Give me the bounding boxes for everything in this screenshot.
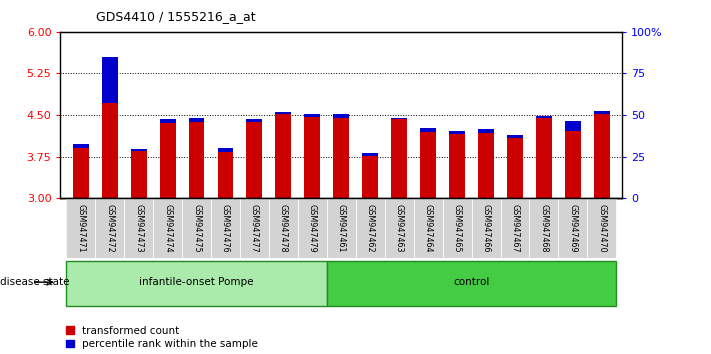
Bar (304, 114, 320, 117)
Text: GSM947462: GSM947462 (365, 204, 375, 253)
Bar (275, 112, 292, 114)
Legend: transformed count, percentile rank within the sample: transformed count, percentile rank withi… (65, 326, 258, 349)
Bar (73, 144, 89, 148)
Text: GSM947463: GSM947463 (395, 204, 404, 253)
Text: GSM947461: GSM947461 (337, 204, 346, 253)
Bar (218, 152, 233, 198)
Bar (131, 149, 146, 151)
Bar (247, 120, 262, 122)
Bar (565, 121, 581, 131)
Text: GSM947468: GSM947468 (540, 204, 548, 253)
Text: GSM947475: GSM947475 (192, 204, 201, 253)
Bar (211, 198, 240, 258)
Bar (356, 198, 385, 258)
Bar (240, 198, 269, 258)
Text: disease state: disease state (0, 277, 70, 287)
Bar (443, 198, 471, 258)
Text: GSM947472: GSM947472 (105, 204, 114, 253)
Text: GSM947471: GSM947471 (76, 204, 85, 253)
Bar (391, 119, 407, 198)
Bar (507, 135, 523, 138)
Bar (182, 198, 211, 258)
Text: GSM947473: GSM947473 (134, 204, 143, 253)
Bar (363, 153, 378, 155)
Bar (587, 198, 616, 258)
Bar (391, 118, 407, 119)
Text: GSM947479: GSM947479 (308, 204, 317, 253)
Bar (73, 148, 89, 198)
Bar (594, 111, 610, 114)
Bar (565, 121, 581, 198)
Bar (333, 118, 349, 198)
Bar (188, 122, 205, 198)
Text: GSM947476: GSM947476 (221, 204, 230, 253)
Bar (333, 114, 349, 118)
Text: GSM947478: GSM947478 (279, 204, 288, 253)
Bar (298, 198, 327, 258)
Text: GSM947465: GSM947465 (453, 204, 461, 253)
Bar (536, 118, 552, 198)
Bar (275, 114, 292, 198)
Bar (124, 198, 153, 258)
Text: GSM947466: GSM947466 (481, 204, 491, 253)
Bar (558, 198, 587, 258)
Text: GDS4410 / 1555216_a_at: GDS4410 / 1555216_a_at (96, 10, 256, 23)
Text: GSM947469: GSM947469 (568, 204, 577, 253)
Bar (269, 198, 298, 258)
Bar (363, 155, 378, 198)
Bar (327, 198, 356, 258)
Text: infantile-onset Pompe: infantile-onset Pompe (139, 277, 254, 287)
Bar (478, 130, 494, 133)
Text: GSM947477: GSM947477 (250, 204, 259, 253)
Bar (420, 128, 436, 132)
Bar (594, 114, 610, 198)
Text: GSM947464: GSM947464 (424, 204, 432, 253)
Bar (536, 116, 552, 118)
Text: control: control (454, 277, 490, 287)
Bar (66, 261, 327, 306)
Text: GSM947467: GSM947467 (510, 204, 520, 253)
Bar (66, 198, 95, 258)
Bar (159, 124, 176, 198)
Bar (507, 138, 523, 198)
Bar (449, 135, 465, 198)
Bar (471, 198, 501, 258)
Bar (131, 151, 146, 198)
Bar (102, 57, 117, 103)
Bar (102, 57, 117, 198)
Bar (247, 122, 262, 198)
Bar (153, 198, 182, 258)
Text: GSM947470: GSM947470 (597, 204, 606, 253)
Text: GSM947474: GSM947474 (163, 204, 172, 253)
Bar (478, 133, 494, 198)
Bar (420, 132, 436, 198)
Bar (385, 198, 414, 258)
Bar (188, 118, 205, 122)
Bar (95, 198, 124, 258)
Bar (327, 261, 616, 306)
Bar (501, 198, 530, 258)
Bar (530, 198, 558, 258)
Bar (449, 131, 465, 135)
Bar (218, 148, 233, 152)
Bar (414, 198, 443, 258)
Bar (159, 120, 176, 124)
Bar (304, 117, 320, 198)
